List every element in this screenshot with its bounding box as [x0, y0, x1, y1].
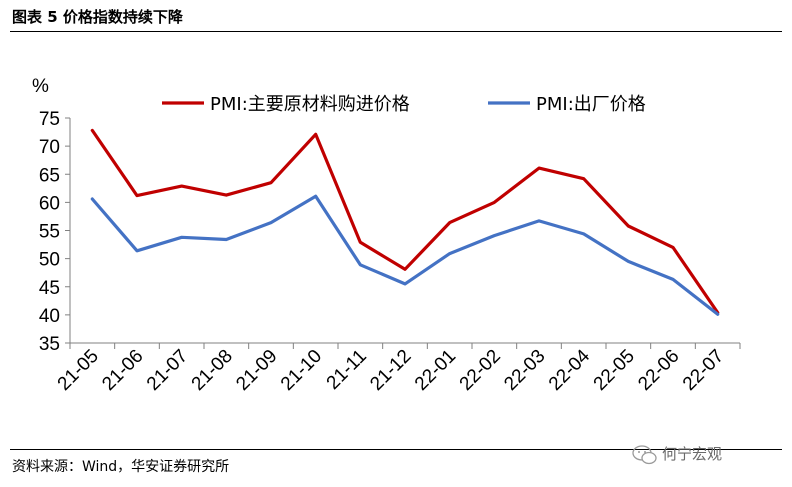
y-tick-label: 45	[39, 278, 60, 299]
y-tick-label: 35	[39, 334, 60, 355]
x-tick-label: 21-08	[188, 346, 237, 395]
x-tick-label: 21-06	[98, 346, 147, 395]
y-tick-label: 75	[39, 109, 60, 130]
x-tick-label: 22-07	[679, 346, 728, 395]
x-tick-label: 22-04	[545, 345, 595, 395]
legend-label-1: PMI:主要原材料购进价格	[210, 94, 410, 115]
figure-title: 图表 5 价格指数持续下降	[12, 8, 183, 26]
chart-axes: 354045505560657075%21-0521-0621-0721-082…	[32, 76, 741, 395]
wechat-icon	[632, 445, 657, 465]
series-line-2	[90, 194, 720, 316]
x-tick-label: 22-01	[411, 346, 460, 395]
y-tick-label: 65	[39, 165, 60, 186]
y-tick-label: 70	[39, 137, 60, 158]
x-tick-label: 22-05	[590, 346, 639, 395]
source-note: 资料来源：Wind，华安证券研究所	[12, 459, 230, 475]
x-tick-label: 22-03	[500, 346, 549, 395]
x-tick-label: 21-10	[277, 346, 326, 395]
chart-lines	[90, 128, 720, 316]
title-rule	[10, 31, 782, 32]
y-tick-label: 50	[39, 250, 60, 271]
x-tick-label: 21-11	[323, 346, 371, 394]
x-tick-label: 21-07	[143, 346, 192, 395]
chart-legend: PMI:主要原材料购进价格 PMI:出厂价格	[162, 94, 646, 115]
x-tick-label: 21-12	[366, 346, 415, 395]
footer-rule	[10, 449, 782, 450]
legend-label-2: PMI:出厂价格	[536, 94, 646, 115]
x-tick-label: 21-09	[232, 346, 281, 395]
series-line-1	[90, 128, 720, 315]
y-tick-label: 55	[39, 222, 60, 243]
x-tick-label: 22-06	[634, 346, 683, 395]
x-tick-label: 21-05	[54, 346, 103, 395]
x-tick-label: 22-02	[456, 346, 505, 395]
y-tick-label: 60	[39, 193, 60, 214]
y-tick-label: 40	[39, 306, 60, 327]
watermark-label: 何宁宏观	[662, 445, 723, 463]
y-axis-unit-label: %	[32, 76, 49, 97]
